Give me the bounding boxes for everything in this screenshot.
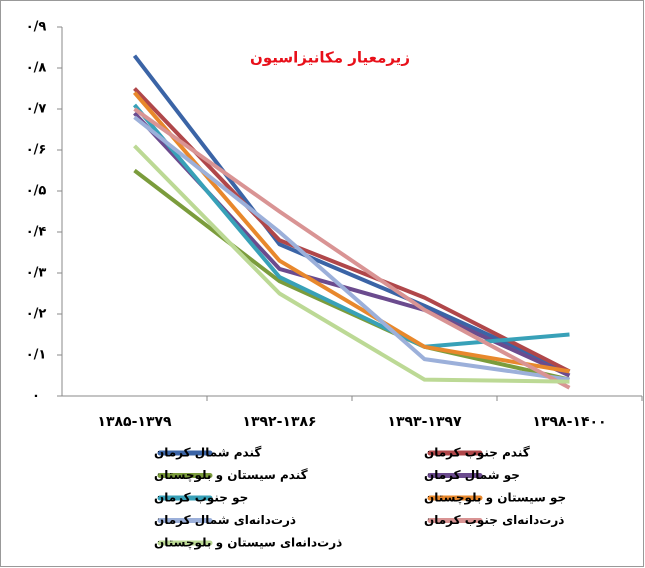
legend-label: ذرت‌دانه‌ای شمال کرمان	[154, 513, 296, 527]
chart-title: زیرمعیار مکانیزاسیون	[250, 49, 410, 67]
y-tick-label: ۰/۶	[26, 143, 47, 158]
legend-label: جو جنوب کرمان	[154, 491, 248, 506]
y-tick-label: ۰/۳	[26, 266, 47, 281]
series-line	[133, 87, 571, 374]
y-tick-label: ۰/۲	[26, 307, 47, 322]
x-tick-label: ۱۳۹۲-۱۳۸۶	[242, 414, 316, 430]
x-tick-label: ۱۳۸۵-۱۳۷۹	[97, 414, 172, 430]
y-tick-label: ۰/۱	[26, 348, 47, 363]
legend-label: جو سیستان و بلوچستان	[424, 491, 566, 506]
series-line	[132, 103, 570, 349]
series-line	[132, 91, 570, 374]
series-line	[133, 115, 570, 382]
legend-label: ذرت‌دانه‌ای سیستان و بلوچستان	[154, 536, 342, 551]
y-tick-label: ۰/۷	[26, 102, 47, 117]
y-tick-label: ۰/۹	[26, 20, 47, 35]
legend-label: جو شمال کرمان	[424, 468, 520, 483]
series-line	[132, 54, 571, 374]
legend-label: ذرت‌دانه‌ای جنوب کرمان	[424, 513, 564, 528]
y-tick-label: ۰/۵	[26, 184, 47, 199]
legend-label: گندم شمال کرمان	[154, 446, 261, 461]
series-line	[133, 107, 571, 390]
x-tick-label: ۱۳۹۳-۱۳۹۷	[387, 414, 462, 430]
y-tick-label: ۰/۴	[26, 225, 47, 240]
y-tick-label: ۰/۸	[26, 61, 47, 76]
series-line	[133, 144, 570, 384]
x-tick-label: ۱۳۹۸-۱۴۰۰	[532, 414, 606, 430]
legend-label: گندم سیستان و بلوچستان	[154, 468, 308, 483]
y-tick-label: ۰	[32, 389, 40, 404]
legend-label: گندم جنوب کرمان	[424, 446, 530, 461]
